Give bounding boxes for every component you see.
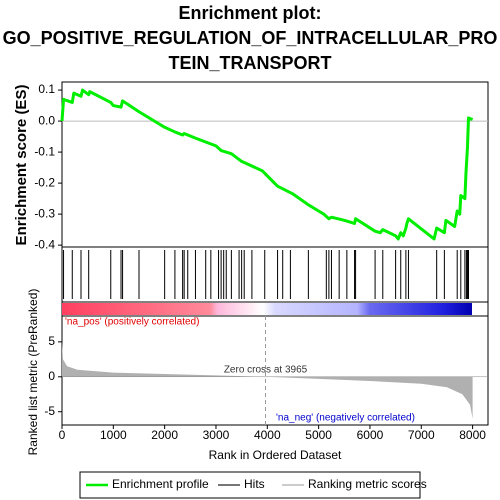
x-tick-label: 0: [59, 428, 66, 442]
x-tick-label: 6000: [357, 428, 384, 442]
neg-label: 'na_neg' (negatively correlated): [276, 413, 415, 424]
y2-axis-label: Ranked list metric (PreRanked): [26, 289, 40, 456]
metric-area: [62, 341, 473, 419]
y-tick-label: -0.2: [34, 175, 55, 189]
x-tick-label: 7000: [408, 428, 435, 442]
legend-label: Enrichment profile: [112, 477, 209, 491]
y-axis-label: Enrichment score (ES): [13, 85, 30, 246]
x-tick-label: 8000: [459, 428, 486, 442]
y2-tick-label: -5: [44, 404, 55, 418]
y-tick-label: 0.1: [38, 82, 55, 96]
x-tick-label: 3000: [203, 428, 230, 442]
zero-cross-label: Zero cross at 3965: [224, 365, 308, 376]
x-tick-label: 4000: [254, 428, 281, 442]
y-tick-label: -0.3: [34, 206, 55, 220]
y-tick-label: -0.4: [34, 237, 55, 251]
x-tick-label: 1000: [100, 428, 127, 442]
y-tick-label: 0.0: [38, 113, 55, 127]
x-tick-label: 5000: [305, 428, 332, 442]
title-line: GO_POSITIVE_REGULATION_OF_INTRACELLULAR_…: [3, 28, 498, 48]
y-tick-label: -0.1: [34, 144, 55, 158]
enrichment-line: [60, 88, 474, 241]
x-tick-label: 2000: [151, 428, 178, 442]
title-line: Enrichment plot:: [179, 3, 322, 23]
legend: [79, 471, 421, 499]
y2-tick-label: 5: [48, 334, 55, 348]
color-bar: [62, 303, 472, 315]
legend-label: Ranking metric scores: [308, 477, 427, 491]
pos-label: 'na_pos' (positively correlated): [65, 317, 199, 328]
x-axis-label: Rank in Ordered Dataset: [209, 448, 342, 462]
legend-label: Hits: [244, 477, 265, 491]
title-line: TEIN_TRANSPORT: [168, 53, 331, 73]
plot-frame: [61, 81, 489, 426]
y2-tick-label: 0: [48, 369, 55, 383]
